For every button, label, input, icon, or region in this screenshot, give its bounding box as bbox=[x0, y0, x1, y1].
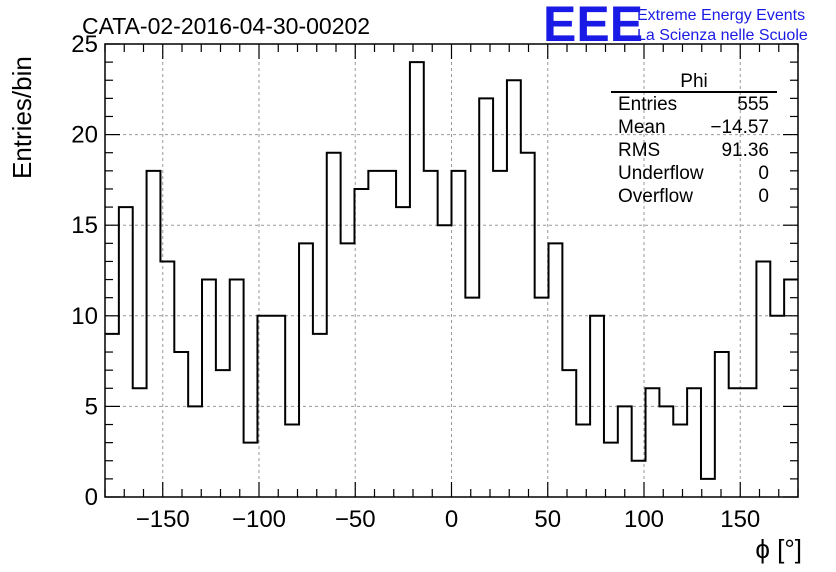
stats-label-underflow: Underflow bbox=[618, 163, 704, 184]
histogram-bin bbox=[368, 171, 382, 497]
histogram-bin bbox=[133, 388, 147, 497]
histogram-outline bbox=[105, 61, 798, 480]
histogram-bin bbox=[147, 171, 161, 497]
stats-label-rms: RMS bbox=[618, 140, 660, 161]
y-axis-label: Entries/bin bbox=[7, 56, 37, 179]
x-tick-label: −100 bbox=[232, 506, 286, 533]
histogram-bin bbox=[354, 189, 368, 497]
histogram-bin bbox=[549, 243, 563, 497]
histogram-bin bbox=[452, 171, 466, 497]
histogram-bin bbox=[396, 207, 410, 497]
histogram-bin bbox=[341, 243, 355, 497]
stats-value-mean: −14.57 bbox=[710, 117, 769, 138]
histogram-bin bbox=[174, 352, 188, 497]
histogram-bars bbox=[105, 61, 798, 497]
histogram-bin bbox=[479, 98, 493, 497]
eee-logo: EEE Extreme Energy Events La Scienza nel… bbox=[543, 0, 808, 52]
eee-logo-mark: EEE bbox=[543, 0, 643, 52]
histogram-bin bbox=[715, 352, 729, 497]
histogram-bin bbox=[756, 261, 770, 497]
histogram-bin bbox=[507, 80, 521, 497]
histogram-bin bbox=[465, 298, 479, 497]
plot-title: CATA-02-2016-04-30-00202 bbox=[82, 13, 370, 39]
histogram-bin bbox=[521, 153, 535, 497]
histogram-bin bbox=[604, 443, 618, 497]
stats-value-rms: 91.36 bbox=[721, 140, 769, 161]
x-tick-label: −150 bbox=[136, 506, 190, 533]
histogram-bin bbox=[493, 171, 507, 497]
y-tick-label: 5 bbox=[85, 393, 98, 420]
histogram-bin bbox=[119, 207, 133, 497]
histogram-bin bbox=[673, 425, 687, 497]
grid-lines bbox=[105, 44, 798, 497]
histogram-bin bbox=[188, 406, 202, 497]
stats-label-mean: Mean bbox=[618, 117, 666, 138]
histogram-bin bbox=[244, 443, 258, 497]
axes: −150 −100 −50 0 50 100 150 0 5 10 15 20 25 bbox=[71, 31, 799, 533]
histogram-bin bbox=[313, 334, 327, 497]
x-tick-label: −50 bbox=[335, 506, 376, 533]
stats-label-entries: Entries bbox=[618, 94, 677, 115]
x-tick-label: 0 bbox=[445, 506, 458, 533]
histogram-bin bbox=[299, 243, 313, 497]
histogram-bin bbox=[687, 388, 701, 497]
y-tick-label: 10 bbox=[71, 303, 98, 330]
stats-box: Phi Entries 555 Mean −14.57 RMS 91.36 Un… bbox=[611, 71, 777, 207]
histogram-bin bbox=[743, 388, 757, 497]
x-tick-label: 100 bbox=[624, 506, 664, 533]
histogram-bin bbox=[216, 370, 230, 497]
stats-value-overflow: 0 bbox=[758, 186, 769, 207]
x-tick-label: 50 bbox=[534, 506, 561, 533]
x-tick-label: 150 bbox=[720, 506, 760, 533]
eee-logo-line1: Extreme Energy Events bbox=[637, 7, 805, 24]
histogram-bin bbox=[701, 479, 715, 497]
stats-value-underflow: 0 bbox=[758, 163, 769, 184]
y-tick-label: 20 bbox=[71, 122, 98, 149]
histogram-bin bbox=[410, 62, 424, 497]
histogram-bin bbox=[202, 280, 216, 497]
histogram-bin bbox=[535, 298, 549, 497]
histogram-bin bbox=[659, 406, 673, 497]
histogram-bin bbox=[327, 153, 341, 497]
histogram-bin bbox=[382, 171, 396, 497]
y-tick-label: 0 bbox=[85, 484, 98, 511]
histogram-bin bbox=[562, 370, 576, 497]
histogram-bin bbox=[576, 425, 590, 497]
eee-logo-line2: La Scienza nelle Scuole bbox=[637, 27, 808, 44]
stats-label-overflow: Overflow bbox=[618, 186, 693, 207]
stats-box-title: Phi bbox=[680, 71, 707, 92]
histogram-bin bbox=[424, 171, 438, 497]
histogram-bin bbox=[646, 388, 660, 497]
stats-value-entries: 555 bbox=[737, 94, 769, 115]
histogram-bin bbox=[618, 406, 632, 497]
histogram-bin bbox=[230, 280, 244, 497]
y-tick-label: 15 bbox=[71, 212, 98, 239]
x-axis-label: ϕ [°] bbox=[755, 534, 802, 564]
y-tick-label: 25 bbox=[71, 31, 98, 58]
histogram-bin bbox=[105, 334, 119, 497]
histogram-bin bbox=[285, 425, 299, 497]
histogram-bin bbox=[438, 225, 452, 497]
